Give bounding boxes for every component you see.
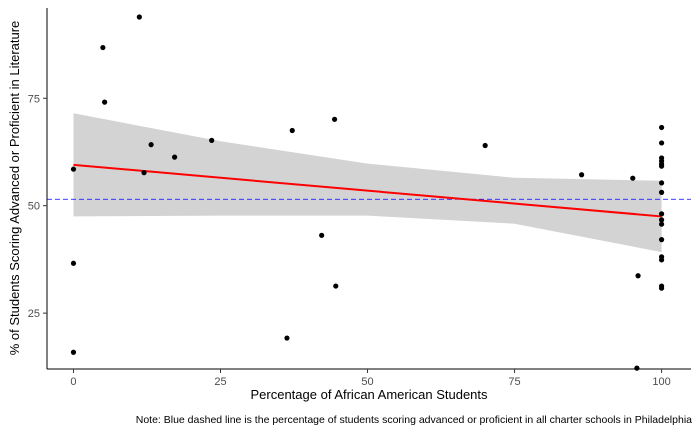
data-point xyxy=(658,180,665,186)
data-point xyxy=(319,232,325,238)
data-points-layer xyxy=(70,14,665,371)
data-point xyxy=(579,172,585,178)
data-point xyxy=(172,154,178,160)
x-tick-label: 0 xyxy=(70,376,76,388)
data-point xyxy=(100,44,106,51)
confidence-band-layer xyxy=(73,113,662,253)
data-point xyxy=(658,285,665,291)
data-point xyxy=(630,175,636,181)
data-point xyxy=(658,217,665,223)
y-tick-label: 50 xyxy=(28,201,40,213)
trend-line xyxy=(73,163,662,218)
x-tick-label: 50 xyxy=(361,376,373,388)
data-point xyxy=(482,142,488,149)
data-point xyxy=(289,127,295,134)
data-point xyxy=(634,365,640,371)
data-point xyxy=(70,166,77,172)
data-point xyxy=(333,283,339,289)
data-point xyxy=(70,349,77,355)
data-point xyxy=(102,99,108,105)
x-axis-title: Percentage of African American Students xyxy=(250,387,488,402)
chart-caption: Note: Blue dashed line is the percentage… xyxy=(136,414,692,426)
y-axis-title: % of Students Scoring Advanced or Profic… xyxy=(7,21,22,356)
data-point xyxy=(658,124,665,131)
data-point xyxy=(658,237,665,243)
x-tick-label: 100 xyxy=(652,376,670,388)
confidence-band xyxy=(73,113,662,253)
data-point xyxy=(635,273,641,279)
data-point xyxy=(136,14,142,20)
y-tick-label: 75 xyxy=(28,93,40,105)
data-point xyxy=(658,189,665,195)
data-point xyxy=(70,260,77,266)
trend-line-layer xyxy=(73,163,662,218)
x-tick-label: 25 xyxy=(214,376,226,388)
data-point xyxy=(331,116,338,122)
axes-layer xyxy=(46,8,691,370)
data-point xyxy=(658,140,665,146)
data-point xyxy=(658,221,665,227)
y-tick-label: 25 xyxy=(28,308,40,320)
data-point xyxy=(141,170,147,176)
data-point xyxy=(148,142,154,148)
data-point xyxy=(658,211,665,217)
x-tick-label: 75 xyxy=(508,376,520,388)
data-point xyxy=(284,335,290,341)
data-point xyxy=(209,137,215,143)
data-point xyxy=(658,163,665,169)
x-ticks-layer: 0 25 50 75 100 xyxy=(70,369,671,388)
y-ticks-layer: 25 50 75 xyxy=(28,93,47,320)
data-point xyxy=(658,257,665,263)
